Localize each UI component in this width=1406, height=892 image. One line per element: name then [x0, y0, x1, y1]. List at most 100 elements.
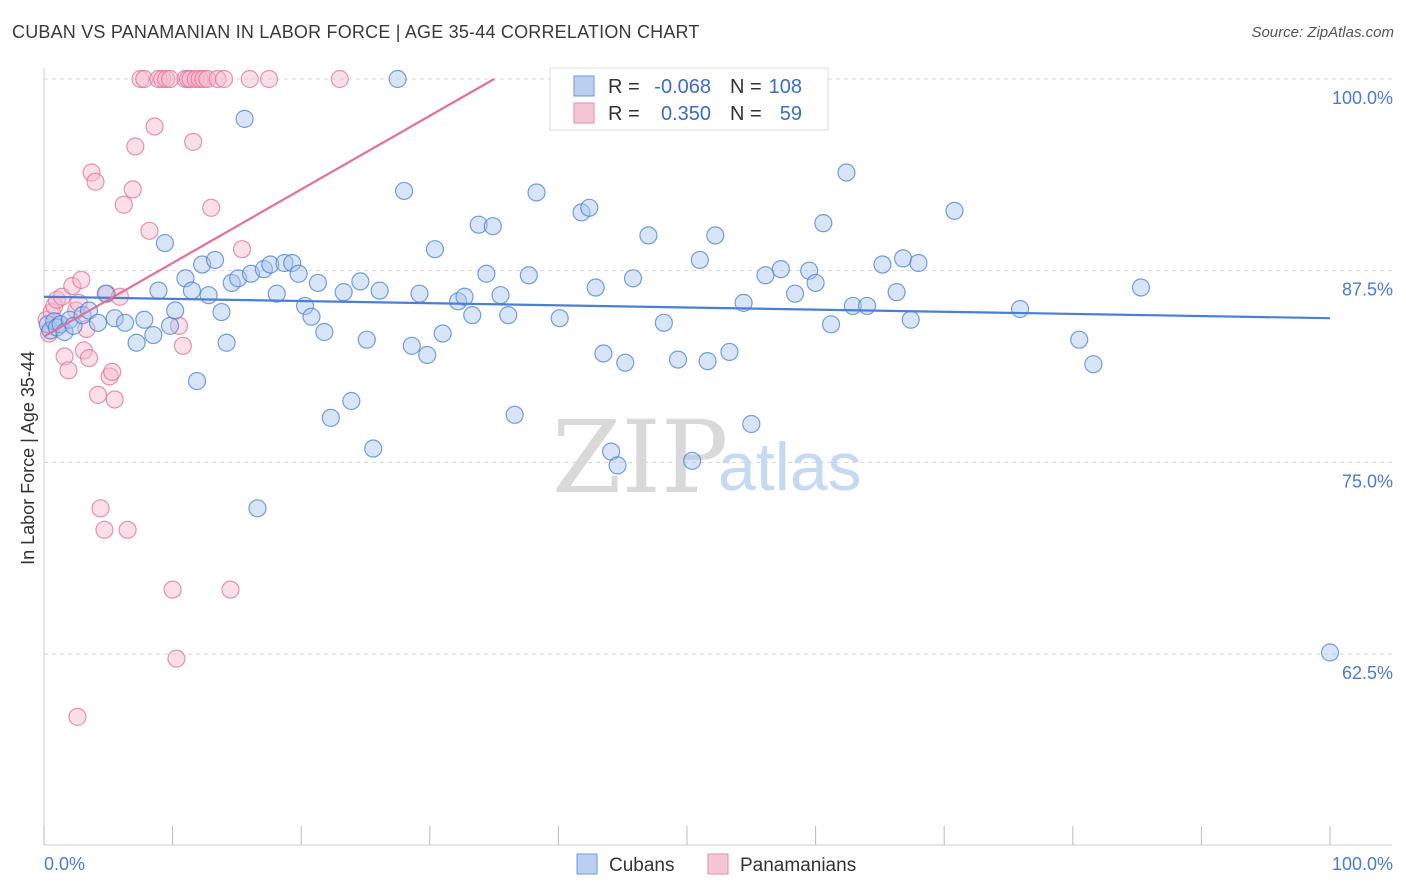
cuban-point-52	[394, 181, 414, 201]
cuban-point-82	[690, 250, 709, 270]
cuban-point-34	[254, 260, 274, 279]
cuban-point-50	[370, 281, 389, 300]
cuban-point-29	[222, 273, 241, 293]
cuban-point-36	[267, 284, 286, 303]
panamanian-point-4	[47, 290, 66, 309]
cuban-point-23	[187, 371, 207, 391]
cuban-point-106	[1084, 355, 1103, 374]
cuban-point-79	[654, 313, 673, 332]
legend-box	[549, 67, 829, 131]
panamanian-point-31	[135, 69, 154, 89]
panamanian-point-52	[214, 69, 234, 89]
panamanian-point-16	[82, 163, 101, 182]
cuban-point-104	[1010, 299, 1030, 319]
panamanian-point-20	[95, 520, 114, 539]
cuban-point-71	[580, 198, 599, 217]
panamanian-point-48	[194, 69, 213, 89]
cuban-point-57	[433, 324, 452, 343]
cuban-point-73	[594, 344, 613, 363]
cuban-point-97	[857, 296, 877, 316]
cuban-point-54	[410, 284, 429, 303]
cuban-point-33	[248, 499, 267, 518]
cuban-point-53	[402, 336, 421, 355]
watermark-atlas: atlas	[718, 429, 862, 505]
panamanian-point-29	[126, 137, 145, 156]
cuban-point-88	[756, 266, 775, 285]
cuban-point-16	[144, 325, 163, 345]
cuban-point-45	[334, 283, 353, 302]
y-tick-label-2: 75.0%	[1342, 471, 1393, 491]
panamanian-point-53	[259, 69, 279, 89]
cuban-point-12	[105, 309, 124, 328]
panamanian-point-39	[167, 649, 186, 668]
cuban-point-31	[235, 109, 254, 128]
panamanian-point-33	[145, 117, 164, 136]
cuban-point-59	[455, 287, 474, 306]
panamanian-point-30	[131, 69, 150, 89]
cuban-point-15	[135, 310, 154, 329]
panamanian-point-23	[103, 362, 122, 381]
cuban-point-85	[720, 342, 739, 362]
cuban-point-22	[182, 281, 201, 300]
cuban-point-100	[893, 249, 913, 268]
cuban-point-101	[901, 310, 920, 329]
bottom-legend: Cubans Panamanians	[576, 853, 856, 876]
panamanian-point-36	[157, 69, 176, 89]
y-tick-label-3: 62.5%	[1342, 663, 1393, 683]
panamanian-point-25	[110, 287, 129, 306]
panamanian-point-19	[91, 499, 110, 518]
cuban-point-89	[771, 260, 790, 279]
panamanian-point-54	[330, 69, 349, 89]
legend-r-label-panamanians: R =	[608, 103, 640, 125]
cuban-point-14	[127, 333, 146, 352]
cuban-point-75	[608, 456, 627, 475]
cuban-point-60	[463, 306, 482, 325]
cuban-point-90	[785, 284, 805, 303]
cuban-point-105	[1070, 330, 1089, 349]
cuban-point-51	[388, 69, 407, 89]
legend-n-label-cubans: N =	[730, 76, 762, 98]
panamanian-point-12	[72, 270, 91, 289]
chart-source: Source: ZipAtlas.com	[1251, 24, 1394, 41]
cuban-point-39	[289, 264, 308, 283]
watermark: ZIP atlas	[552, 399, 862, 516]
cuban-point-55	[418, 345, 437, 365]
panamanian-point-51	[208, 69, 227, 89]
panamanians-points	[37, 69, 349, 726]
cuban-point-102	[909, 253, 928, 273]
trend-line-panamanians	[43, 78, 495, 338]
trend-line-cubans	[43, 295, 1331, 320]
panamanian-point-50	[202, 198, 221, 217]
panamanian-point-56	[232, 240, 252, 259]
cuban-point-19	[160, 316, 180, 335]
cuban-point-48	[357, 330, 376, 349]
cuban-point-56	[425, 240, 445, 259]
cuban-point-66	[505, 405, 524, 424]
chart-title: CUBAN VS PANAMANIAN IN LABOR FORCE | AGE…	[12, 22, 700, 42]
top-legend: R = -0.068 N = 108 R = 0.350 N = 59	[549, 67, 829, 131]
cuban-point-58	[448, 292, 468, 311]
bottom-legend-label-cubans: Cubans	[609, 855, 675, 876]
cuban-point-69	[550, 309, 569, 328]
panamanian-point-17	[86, 172, 105, 191]
legend-r-label-cubans: R =	[608, 76, 640, 98]
cuban-point-25	[199, 286, 218, 305]
bottom-legend-swatch-panamanians	[707, 853, 729, 875]
cuban-point-20	[166, 301, 185, 320]
cuban-point-11	[96, 284, 115, 303]
x-tick-label-1: 100.0%	[1332, 854, 1393, 874]
cuban-point-44	[321, 408, 340, 427]
panamanian-point-35	[153, 69, 172, 89]
cuban-point-37	[275, 253, 294, 273]
panamanian-point-28	[123, 180, 142, 199]
cuban-point-38	[283, 253, 302, 273]
panamanian-point-7	[55, 347, 74, 366]
cuban-point-46	[342, 391, 361, 411]
panamanian-point-9	[63, 276, 82, 296]
cuban-point-81	[683, 451, 702, 470]
panamanian-point-26	[114, 195, 133, 214]
x-tick-label-0: 0.0%	[44, 854, 85, 874]
panamanian-point-45	[184, 132, 203, 151]
legend-swatch-cubans	[573, 75, 595, 97]
